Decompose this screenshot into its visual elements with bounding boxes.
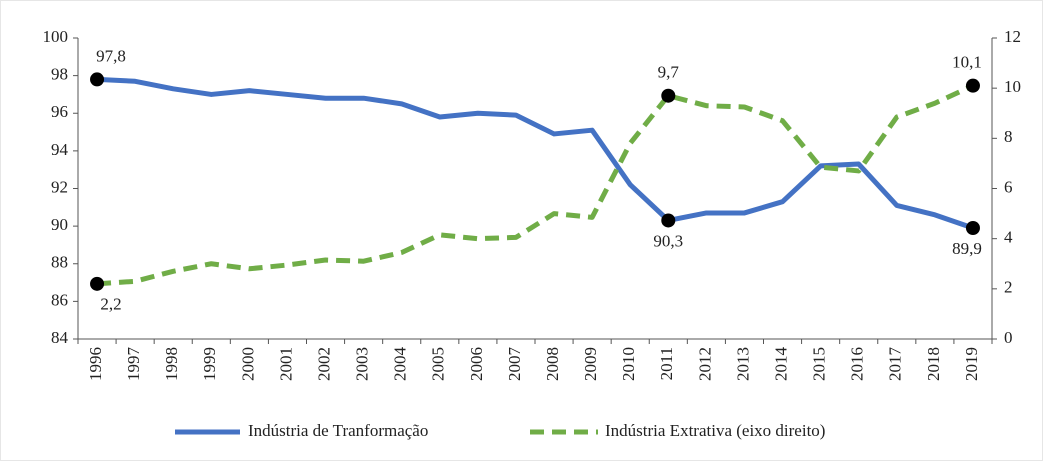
x-tick-label: 1997 bbox=[124, 347, 143, 382]
y-tick-label: 98 bbox=[51, 65, 68, 84]
y2-tick-label: 6 bbox=[1004, 177, 1013, 196]
x-tick-label: 2001 bbox=[276, 347, 295, 381]
data-label: 9,7 bbox=[658, 63, 680, 82]
x-tick-label: 1998 bbox=[162, 347, 181, 381]
x-tick-label: 2011 bbox=[657, 347, 676, 380]
y-tick-label: 86 bbox=[51, 290, 68, 309]
x-tick-label: 2016 bbox=[848, 347, 867, 381]
x-tick-label: 2005 bbox=[429, 347, 448, 381]
x-tick-label: 2014 bbox=[771, 347, 790, 382]
legend-label: Indústria Extrativa (eixo direito) bbox=[605, 421, 825, 440]
data-point bbox=[661, 213, 676, 228]
y-tick-label: 94 bbox=[51, 140, 69, 159]
data-point bbox=[661, 88, 676, 103]
x-tick-label: 2008 bbox=[543, 347, 562, 381]
y-tick-label: 90 bbox=[51, 215, 68, 234]
y2-tick-label: 8 bbox=[1004, 127, 1013, 146]
legend-label: Indústria de Tranformação bbox=[248, 421, 428, 440]
series-line bbox=[96, 83, 975, 287]
x-tick-label: 2003 bbox=[353, 347, 372, 381]
y-tick-label: 100 bbox=[43, 27, 69, 46]
data-label: 89,9 bbox=[952, 239, 982, 258]
x-tick-label: 2009 bbox=[581, 347, 600, 381]
x-tick-label: 2006 bbox=[467, 347, 486, 381]
x-tick-label: 2019 bbox=[962, 347, 981, 381]
x-tick-label: 1999 bbox=[200, 347, 219, 381]
data-label: 90,3 bbox=[653, 231, 683, 250]
y2-tick-label: 10 bbox=[1004, 77, 1021, 96]
y-tick-label: 92 bbox=[51, 177, 68, 196]
y2-tick-label: 12 bbox=[1004, 27, 1021, 46]
y-tick-label: 84 bbox=[51, 328, 69, 347]
x-tick-label: 2007 bbox=[505, 347, 524, 382]
x-tick-label: 2013 bbox=[733, 347, 752, 381]
data-label: 10,1 bbox=[952, 53, 982, 72]
x-tick-label: 2002 bbox=[314, 347, 333, 381]
y-tick-label: 96 bbox=[51, 102, 68, 121]
x-tick-label: 2000 bbox=[238, 347, 257, 381]
x-tick-label: 1996 bbox=[86, 347, 105, 381]
x-tick-label: 2018 bbox=[924, 347, 943, 381]
series-line bbox=[96, 76, 974, 231]
y2-tick-label: 4 bbox=[1004, 228, 1013, 247]
x-tick-label: 2004 bbox=[391, 347, 410, 382]
data-label: 97,8 bbox=[96, 46, 126, 65]
y2-tick-label: 0 bbox=[1004, 328, 1013, 347]
data-point bbox=[90, 276, 105, 291]
x-tick-label: 2015 bbox=[810, 347, 829, 381]
data-point bbox=[965, 78, 980, 93]
x-tick-label: 2017 bbox=[886, 347, 905, 382]
data-point bbox=[965, 221, 980, 236]
y-tick-label: 88 bbox=[51, 253, 68, 272]
data-point bbox=[90, 72, 105, 87]
data-label: 2,2 bbox=[100, 295, 121, 314]
x-tick-label: 2010 bbox=[619, 347, 638, 381]
x-tick-label: 2012 bbox=[695, 347, 714, 381]
y2-tick-label: 2 bbox=[1004, 278, 1013, 297]
